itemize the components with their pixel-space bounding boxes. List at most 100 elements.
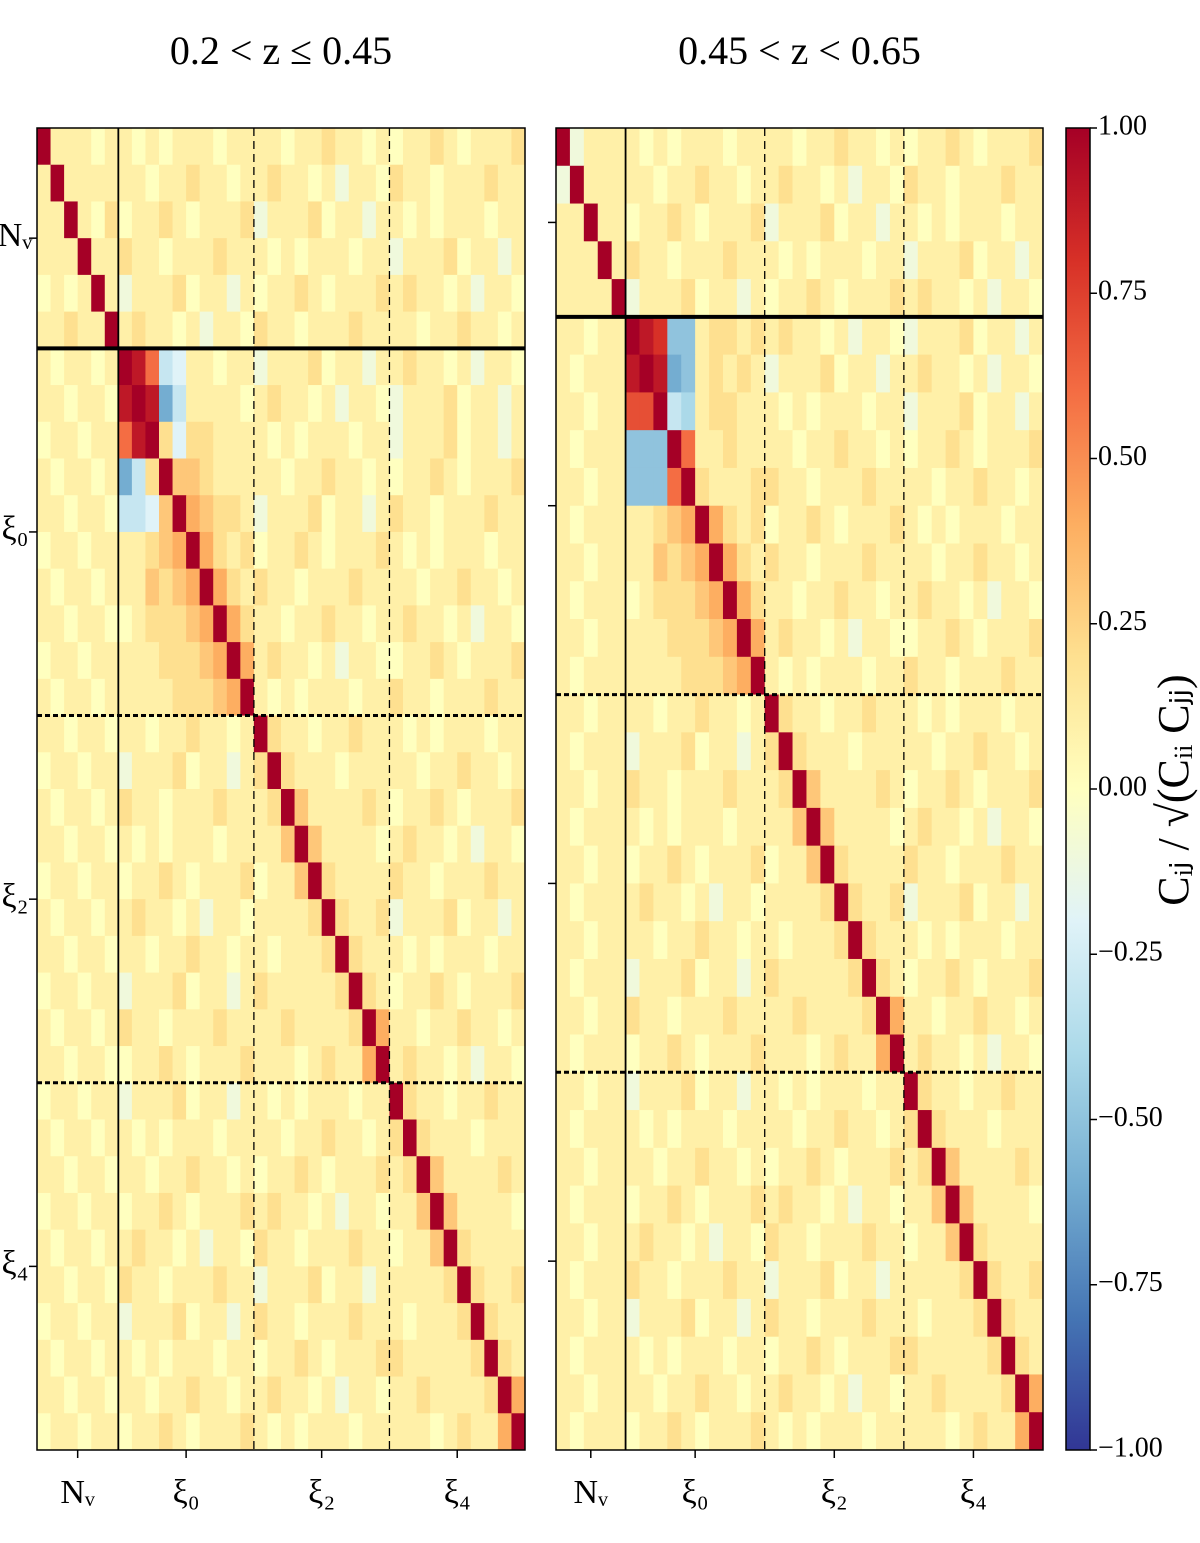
cell <box>862 807 877 847</box>
cell <box>806 1034 821 1073</box>
cell <box>709 1223 724 1262</box>
cell <box>497 458 512 496</box>
cell <box>389 128 404 166</box>
cell <box>639 316 654 356</box>
cell <box>736 619 752 658</box>
cell <box>876 279 891 318</box>
cell <box>834 505 849 544</box>
cell <box>37 789 51 827</box>
cell <box>511 899 526 937</box>
cell <box>348 642 363 680</box>
cell <box>403 972 417 1010</box>
cell <box>470 1413 485 1451</box>
cell <box>186 385 201 423</box>
cell <box>186 348 201 386</box>
cell <box>145 862 160 900</box>
cell <box>294 1046 309 1084</box>
cell <box>375 605 390 643</box>
cell <box>1029 581 1044 620</box>
cell <box>308 458 323 496</box>
cell <box>597 619 613 658</box>
cell <box>50 825 65 863</box>
cell <box>335 311 350 349</box>
cell <box>104 421 119 459</box>
cell <box>118 1303 133 1341</box>
cell <box>375 1009 390 1047</box>
cell <box>470 642 485 680</box>
cell <box>389 862 404 900</box>
cell <box>639 392 654 431</box>
cell <box>172 421 187 459</box>
cell <box>931 1223 946 1262</box>
cell <box>416 1303 431 1341</box>
cell <box>37 1009 51 1047</box>
cell <box>308 1376 323 1414</box>
cell <box>1001 316 1016 356</box>
cell <box>457 605 472 643</box>
cell <box>91 862 106 900</box>
cell <box>625 128 640 167</box>
cell <box>903 996 919 1035</box>
cell <box>959 1072 974 1111</box>
cell <box>583 921 599 960</box>
cell <box>497 1376 512 1414</box>
cell <box>470 128 485 166</box>
cell <box>1001 1412 1016 1451</box>
cell <box>987 619 1002 658</box>
cell <box>430 1009 445 1047</box>
cell <box>64 1376 79 1414</box>
cell <box>484 1376 499 1414</box>
cell <box>104 935 119 974</box>
cell <box>945 807 960 847</box>
cell <box>131 862 146 900</box>
cell <box>556 958 571 998</box>
cell <box>430 605 445 643</box>
cell <box>430 238 445 276</box>
cell <box>681 883 696 922</box>
cell <box>308 1229 323 1267</box>
cell <box>240 421 255 459</box>
cell <box>625 1147 640 1186</box>
cell <box>267 128 282 166</box>
cell <box>335 862 350 900</box>
cell <box>213 642 228 680</box>
cell <box>159 1046 173 1084</box>
cell <box>611 1261 626 1300</box>
cell <box>240 128 255 166</box>
cell <box>335 1119 350 1157</box>
cell <box>213 238 228 276</box>
cell <box>736 883 752 922</box>
cell <box>131 899 146 937</box>
cell <box>77 311 92 349</box>
cell <box>945 430 960 469</box>
cell <box>335 642 350 680</box>
cell <box>362 495 377 533</box>
cell <box>834 883 849 922</box>
cell <box>199 1339 214 1377</box>
cell <box>131 1082 146 1120</box>
cell <box>611 1072 626 1111</box>
cell <box>569 354 585 393</box>
cell <box>186 568 201 606</box>
cell <box>416 642 431 680</box>
cell <box>1029 1374 1044 1413</box>
cell <box>917 732 933 771</box>
cell <box>104 1009 119 1047</box>
cell <box>625 958 640 998</box>
cell <box>253 421 268 459</box>
cell <box>77 201 92 239</box>
cell <box>1001 807 1016 847</box>
cell <box>131 825 146 863</box>
cell <box>792 354 807 393</box>
cell <box>778 1298 793 1338</box>
cell <box>625 1374 640 1413</box>
cell <box>639 1110 654 1149</box>
cell <box>511 274 526 313</box>
cell <box>764 807 780 847</box>
cell <box>226 605 241 643</box>
cell <box>186 1119 201 1157</box>
cell <box>186 458 201 496</box>
cell <box>722 1185 738 1224</box>
cell <box>457 1266 472 1304</box>
cell <box>862 656 877 695</box>
